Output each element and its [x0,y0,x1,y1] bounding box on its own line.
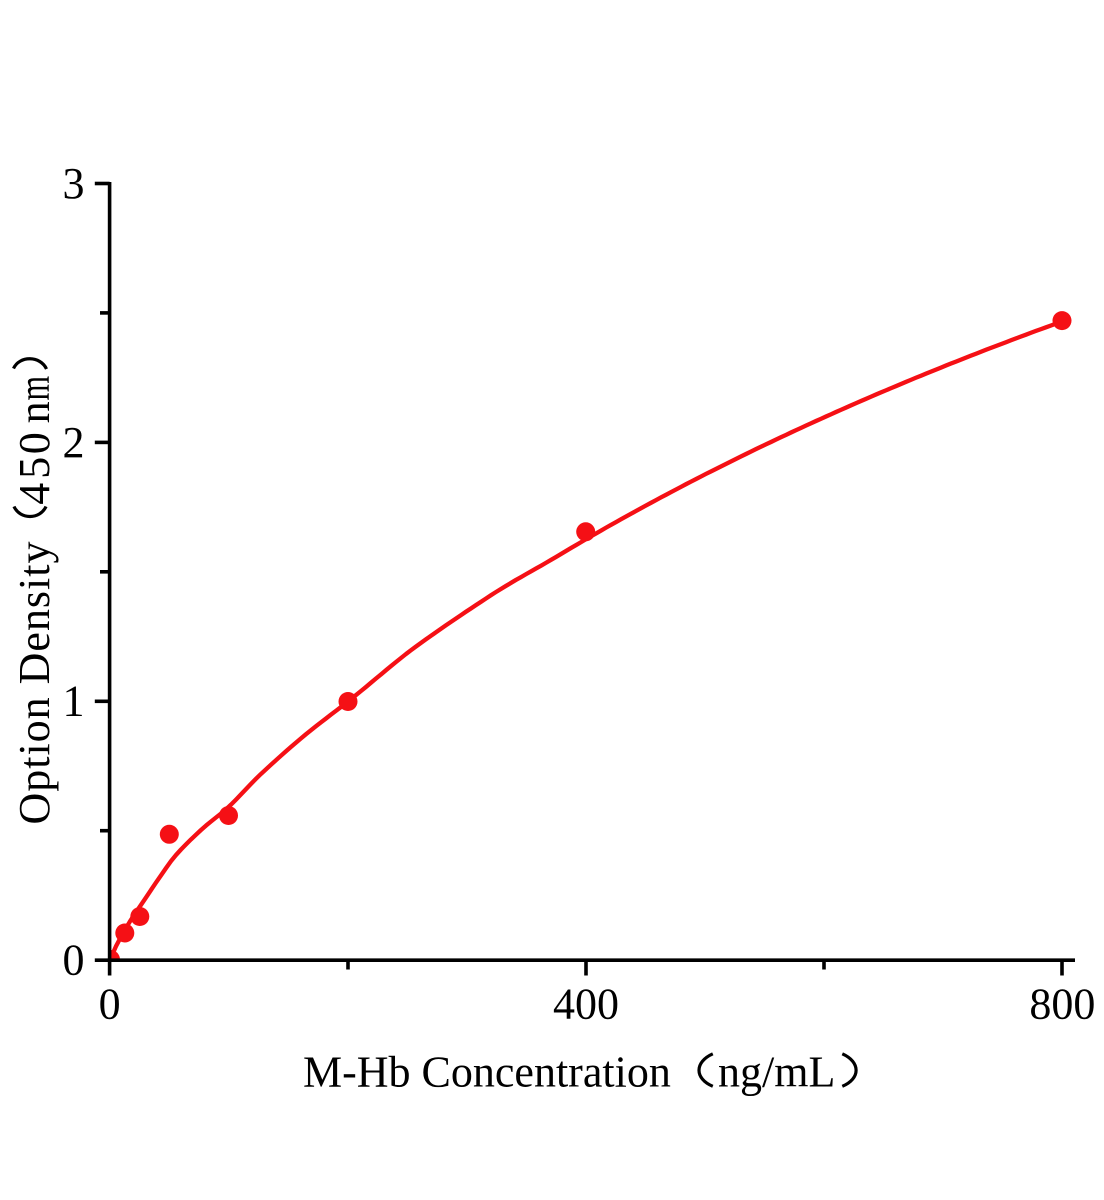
svg-text:2: 2 [63,418,85,467]
svg-text:0: 0 [99,980,121,1029]
svg-text:m: m [11,376,59,401]
svg-text:1: 1 [63,677,85,726]
svg-text:Option Density: Option Density [10,542,59,825]
svg-text:ng/mL: ng/mL [718,1048,835,1097]
svg-text:5: 5 [10,457,59,479]
svg-text:M-Hb Concentration: M-Hb Concentration [303,1048,671,1097]
svg-text:400: 400 [553,980,619,1029]
svg-text:0: 0 [10,432,59,454]
svg-text:800: 800 [1029,980,1095,1029]
svg-text:4: 4 [10,483,59,505]
svg-text:3: 3 [63,159,85,208]
svg-text:n: n [10,401,59,423]
svg-text:0: 0 [63,936,85,985]
